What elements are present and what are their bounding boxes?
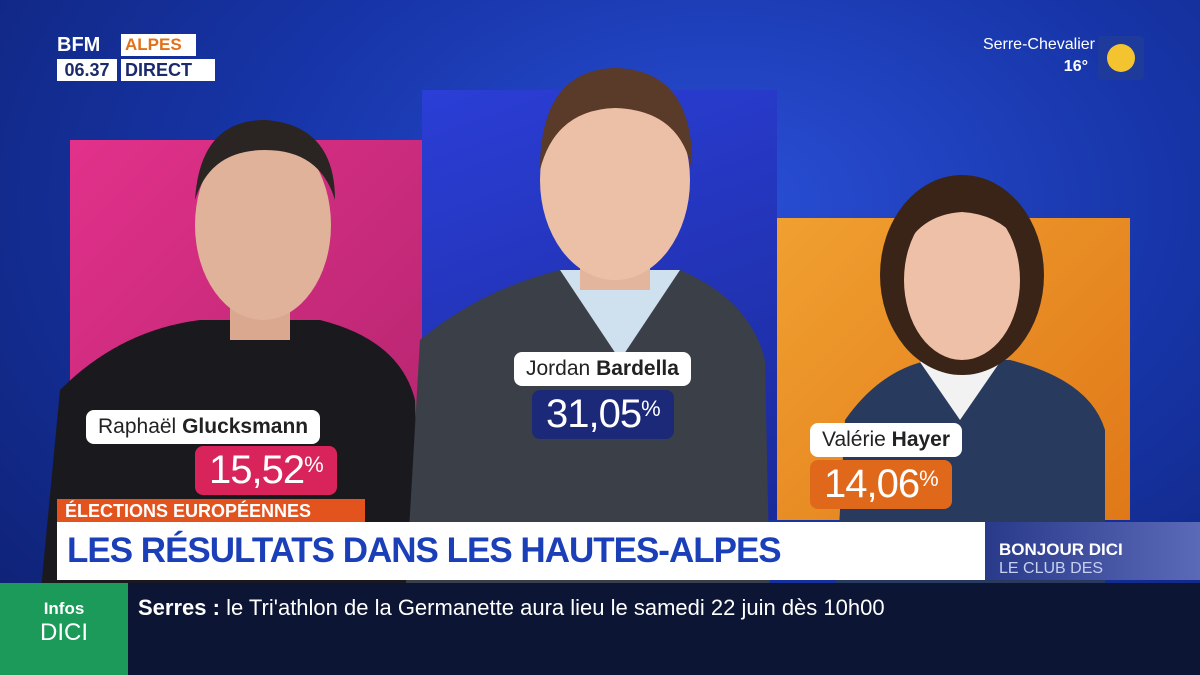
side-show-title: BONJOUR DICI [999,540,1123,559]
brand: BFM [57,34,101,56]
last-name: Bardella [596,357,679,380]
unit: % [641,396,661,421]
last-name: Glucksmann [182,415,309,438]
score-box: 14,06% [810,460,952,509]
headline: LES RÉSULTATS DANS LES HAUTES-ALPES [57,522,985,580]
ticker-place: Serres : [138,595,220,620]
weather-place: Serre-Chevalier [982,36,1095,53]
weather-temp: 16° [1063,58,1088,75]
unit: % [919,466,939,491]
region: ALPES [121,34,196,56]
logo-top: Infos [43,599,85,618]
score: 14,06 [824,462,920,506]
candidate-name: Raphaël Glucksmann [86,410,321,444]
logo-bottom: DICI [40,619,88,646]
ticker-text: le Tri'athlon de la Germanette aura lieu… [226,595,885,620]
banner-tag: ÉLECTIONS EUROPÉENNES [57,499,365,523]
first-name: Jordan [526,357,591,380]
first-name: Raphaël [98,415,177,438]
score-box: 31,05% [532,390,674,439]
ticker [0,583,1200,675]
ticker-message: Serres : le Tri'athlon de la Germanette … [138,593,988,623]
status: DIRECT [121,59,215,81]
ticker-logo: Infos DICI [0,583,128,675]
candidate-name: Jordan Bardella [514,352,691,386]
time: 06.37 [57,59,117,81]
first-name: Valérie [822,428,886,451]
weather-icon [1098,36,1144,80]
side-show: BONJOUR DICI LE CLUB DES [985,522,1200,580]
score: 31,05 [546,392,642,436]
side-show-sub: LE CLUB DES [999,560,1104,577]
candidate-name: Valérie Hayer [810,423,963,457]
portrait-center [405,68,770,600]
last-name: Hayer [891,428,951,451]
score: 15,52 [209,448,305,492]
unit: % [304,452,324,477]
score-box: 15,52% [195,446,337,495]
